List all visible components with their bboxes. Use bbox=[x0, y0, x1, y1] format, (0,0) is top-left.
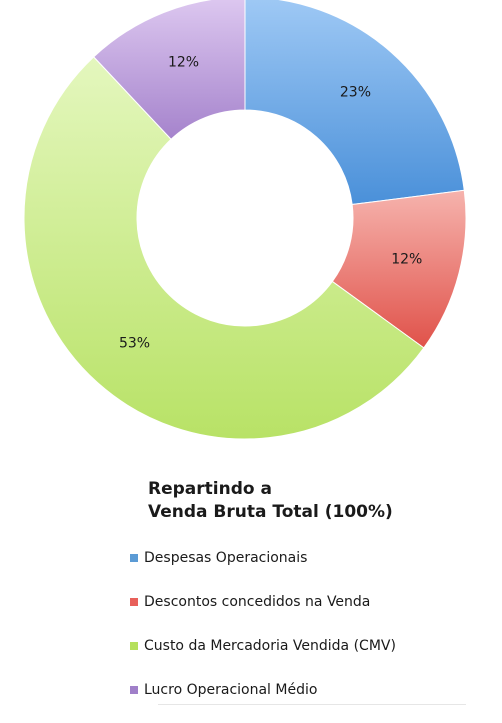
legend-item-lucro: Lucro Operacional Médio bbox=[130, 679, 396, 701]
slice-lucro bbox=[93, 0, 246, 140]
chart-title: Repartindo a Venda Bruta Total (100%) bbox=[148, 478, 393, 524]
divider bbox=[158, 704, 466, 705]
legend-item-despesas: Despesas Operacionais bbox=[130, 547, 396, 569]
legend-label: Lucro Operacional Médio bbox=[144, 682, 318, 698]
legend-swatch bbox=[130, 686, 138, 694]
data-label-despesas: 23% bbox=[340, 85, 371, 101]
legend-swatch bbox=[130, 598, 138, 606]
slice-labels-group: 23% 12% 53% 12% bbox=[119, 55, 422, 352]
chart-title-line-2: Venda Bruta Total (100%) bbox=[148, 502, 393, 522]
legend-item-descontos: Descontos concedidos na Venda bbox=[130, 591, 396, 613]
legend-item-cmv: Custo da Mercadoria Vendida (CMV) bbox=[130, 635, 396, 657]
slice-despesas bbox=[244, 0, 465, 206]
donut-chart: 23% 12% 53% 12% bbox=[23, 0, 467, 440]
legend-label: Custo da Mercadoria Vendida (CMV) bbox=[144, 638, 396, 654]
donut-svg: 23% 12% 53% 12% bbox=[23, 0, 467, 440]
data-label-lucro: 12% bbox=[168, 55, 199, 71]
legend-label: Descontos concedidos na Venda bbox=[144, 594, 371, 610]
legend-swatch bbox=[130, 554, 138, 562]
legend-label: Despesas Operacionais bbox=[144, 550, 308, 566]
data-label-cmv: 53% bbox=[119, 335, 150, 351]
slices-group bbox=[23, 0, 467, 440]
slice-cmv bbox=[23, 56, 425, 440]
data-label-descontos: 12% bbox=[391, 252, 422, 268]
legend-swatch bbox=[130, 642, 138, 650]
chart-title-line-1: Repartindo a bbox=[148, 479, 272, 499]
legend: Despesas Operacionais Descontos concedid… bbox=[130, 547, 396, 723]
